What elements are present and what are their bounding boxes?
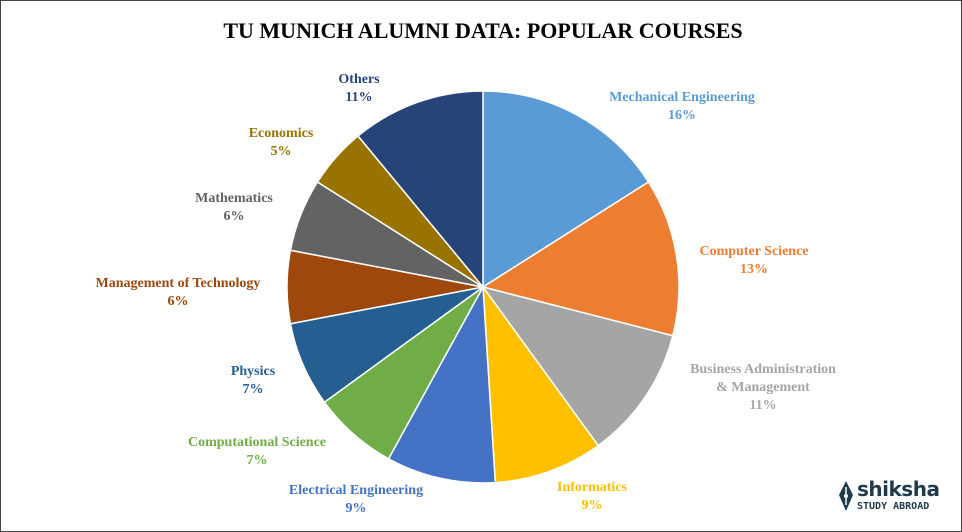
slice-category-label: Management of Technology bbox=[96, 276, 261, 291]
logo-brand: shiksha bbox=[857, 477, 940, 501]
slice-label-3: Informatics 9% bbox=[557, 480, 628, 513]
pie-slice-10 bbox=[357, 90, 484, 290]
slice-label-5: Computational Science 7% bbox=[188, 435, 326, 468]
pie-slice-2 bbox=[481, 285, 674, 447]
pie-slice-3 bbox=[482, 284, 600, 484]
slice-label-9: Economics 5% bbox=[249, 126, 314, 159]
slice-category-label: Economics bbox=[249, 126, 314, 141]
slice-value-label: 5% bbox=[271, 144, 292, 159]
slice-label-2: Business Administration & Management 11% bbox=[690, 362, 836, 413]
slice-label-10: Others 11% bbox=[338, 72, 380, 105]
slice-value-label: 16% bbox=[668, 108, 696, 123]
slice-category-label: & Management bbox=[716, 380, 810, 395]
slice-category-label: Business Administration bbox=[690, 362, 836, 377]
slice-value-label: 6% bbox=[224, 209, 245, 224]
slice-label-4: Electrical Engineering 9% bbox=[289, 483, 423, 516]
slice-label-1: Computer Science 13% bbox=[700, 244, 809, 277]
pen-nib-icon bbox=[839, 481, 853, 511]
slice-category-label: Informatics bbox=[557, 480, 628, 495]
slice-category-label: Mathematics bbox=[195, 191, 273, 206]
slice-value-label: 7% bbox=[247, 453, 268, 468]
slice-category-label: Physics bbox=[231, 364, 276, 379]
slice-category-label: Computational Science bbox=[188, 435, 326, 450]
slice-value-label: 9% bbox=[346, 501, 367, 516]
pie-slice-1 bbox=[481, 180, 680, 337]
slice-value-label: 7% bbox=[243, 382, 264, 397]
logo-tagline: STUDY ABROAD bbox=[857, 501, 930, 512]
pie-slice-0 bbox=[482, 90, 650, 289]
slice-value-label: 11% bbox=[749, 398, 776, 413]
slice-category-label: Computer Science bbox=[700, 244, 809, 259]
slice-category-label: Others bbox=[338, 72, 380, 87]
slice-label-6: Physics 7% bbox=[231, 364, 276, 397]
slice-category-label: Mechanical Engineering bbox=[609, 90, 755, 105]
slice-value-label: 11% bbox=[345, 90, 372, 105]
slice-label-0: Mechanical Engineering 16% bbox=[609, 90, 755, 123]
slice-label-7: Management of Technology 6% bbox=[96, 276, 261, 309]
slice-label-8: Mathematics 6% bbox=[195, 191, 273, 224]
slice-value-label: 9% bbox=[582, 498, 603, 513]
chart-title: TU MUNICH ALUMNI DATA: POPULAR COURSES bbox=[223, 18, 742, 43]
slice-category-label: Electrical Engineering bbox=[289, 483, 423, 498]
pie-slice-4 bbox=[387, 284, 497, 484]
slice-value-label: 13% bbox=[740, 262, 768, 277]
slice-value-label: 6% bbox=[168, 294, 189, 309]
shiksha-logo: shiksha STUDY ABROAD bbox=[837, 477, 947, 519]
